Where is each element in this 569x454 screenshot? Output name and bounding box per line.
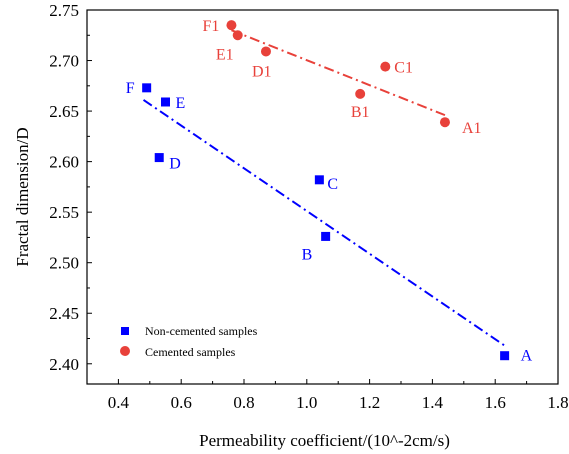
point-labels: A B C D E F A1 B1 C1 D1 E1 F1 — [126, 18, 533, 365]
x-tick-label: 1.6 — [485, 393, 506, 412]
data-point-a1 — [439, 117, 450, 128]
legend: Non-cemented samples Cemented samples — [120, 324, 258, 359]
data-point-c — [314, 175, 324, 185]
x-tick-label: 1.8 — [547, 393, 568, 412]
legend-marker-cemented — [120, 346, 130, 356]
data-markers — [142, 20, 510, 361]
point-label-e: E — [176, 95, 186, 112]
y-tick-label: 2.55 — [49, 203, 79, 222]
data-point-b — [321, 231, 331, 241]
point-label-d1: D1 — [252, 63, 272, 80]
x-tick-label: 0.4 — [108, 393, 130, 412]
point-label-c1: C1 — [394, 60, 413, 77]
y-axis-ticks: 2.40 2.45 2.50 2.55 2.60 2.65 2.70 2.75 — [49, 1, 92, 374]
fit-line-cemented — [231, 29, 446, 117]
point-label-a1: A1 — [462, 120, 482, 137]
x-tick-label: 0.6 — [171, 393, 192, 412]
x-tick-label: 1.2 — [359, 393, 380, 412]
y-tick-label: 2.75 — [49, 1, 79, 20]
y-tick-label: 2.65 — [49, 102, 79, 121]
legend-label-non-cemented: Non-cemented samples — [145, 324, 258, 338]
data-point-e — [161, 97, 170, 107]
fit-lines — [142, 29, 506, 347]
point-label-c: C — [327, 176, 338, 193]
point-label-f1: F1 — [203, 18, 220, 35]
point-label-b: B — [302, 246, 313, 263]
data-point-d1 — [260, 46, 271, 57]
point-label-e1: E1 — [216, 46, 234, 63]
data-point-b1 — [355, 88, 366, 99]
data-point-f — [142, 83, 152, 93]
data-point-f1 — [226, 20, 237, 31]
point-label-a: A — [521, 348, 533, 365]
data-point-e1 — [232, 30, 243, 41]
fit-line-non-cemented — [142, 99, 506, 347]
y-axis-title: Fractal dimension/D — [13, 127, 32, 266]
data-point-d — [154, 153, 164, 163]
data-point-a — [500, 351, 510, 361]
y-tick-label: 2.40 — [49, 355, 79, 374]
y-tick-label: 2.70 — [49, 52, 79, 71]
point-label-b1: B1 — [351, 104, 370, 121]
x-axis-title: Permeability coefficient/(10^-2cm/s) — [199, 431, 450, 450]
plot-area — [86, 9, 559, 385]
x-tick-label: 0.8 — [233, 393, 254, 412]
x-tick-label: 1.0 — [296, 393, 317, 412]
point-label-f: F — [126, 80, 135, 97]
x-axis-ticks: 0.4 0.6 0.8 1.0 1.2 1.4 1.6 1.8 — [108, 379, 569, 412]
y-tick-label: 2.50 — [49, 254, 79, 273]
plot-frame — [86, 9, 559, 385]
legend-label-cemented: Cemented samples — [145, 345, 236, 359]
point-label-d: D — [169, 156, 181, 173]
legend-marker-non-cemented — [121, 327, 129, 335]
y-tick-label: 2.45 — [49, 304, 79, 323]
x-tick-label: 1.4 — [422, 393, 444, 412]
y-tick-label: 2.60 — [49, 153, 79, 172]
data-point-c1 — [380, 61, 391, 72]
